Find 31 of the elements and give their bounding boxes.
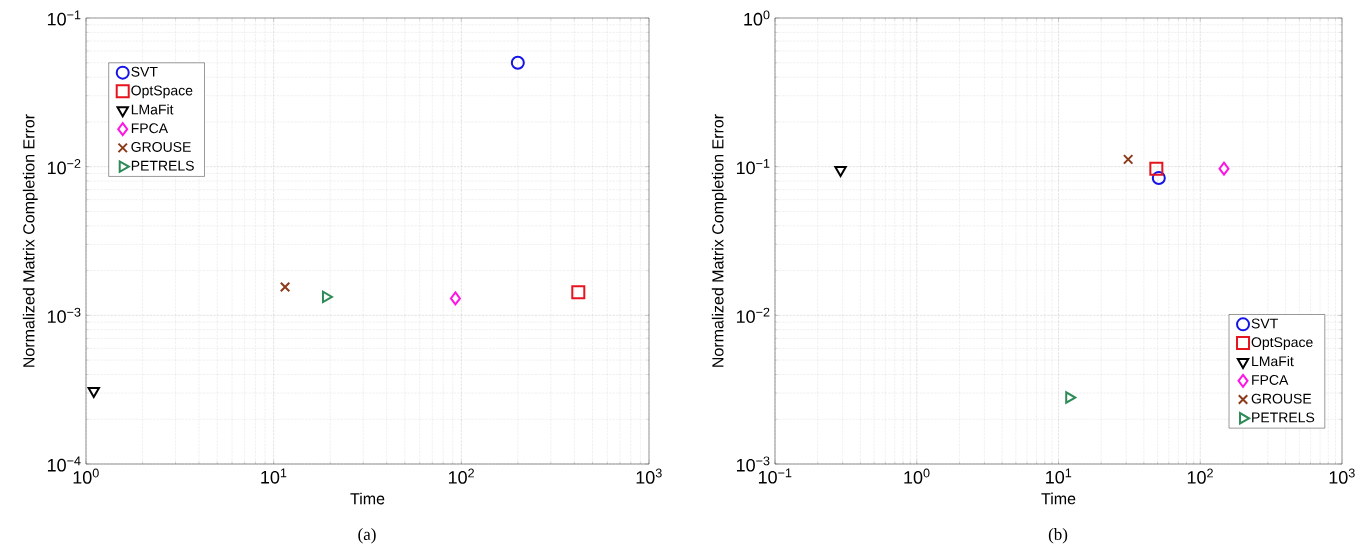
y-tick-label: 10$^{−3}$ [47, 307, 81, 323]
text: (b) [1048, 528, 1068, 544]
y-axis-title: Normalized Matrix Completion Error [22, 114, 38, 367]
x-axis-title: Time [350, 492, 385, 505]
x-tick-label: 10$^{2}$ [1187, 468, 1213, 484]
x-axis-title: Time [1041, 492, 1076, 505]
legend-label: SVT [1251, 318, 1278, 329]
x-tick-label: 10$^{0}$ [904, 468, 930, 484]
legend-label: LMaFit [1252, 355, 1294, 367]
text: (a) [358, 528, 376, 544]
legend-label: LMaFit [131, 104, 174, 115]
x-tick-label: 10$^{3}$ [636, 468, 662, 484]
legend-label: OptSpace [1251, 337, 1313, 350]
x-tick-label: 10$^{1}$ [1046, 468, 1072, 484]
legend-label: GROUSE [131, 142, 191, 152]
y-tick-label: 10$^{0}$ [744, 10, 770, 26]
legend-label: PETRELS [131, 160, 194, 171]
legend-label: OptSpace [131, 85, 193, 99]
y-tick-label: 10$^{−2}$ [736, 307, 770, 323]
legend-label: GROUSE [1251, 393, 1312, 404]
legend-label: PETRELS [1252, 412, 1315, 423]
y-tick-label: 10$^{−1}$ [47, 10, 81, 26]
y-tick-label: 10$^{−2}$ [47, 159, 81, 175]
legend-label: FPCA [1252, 374, 1289, 385]
legend-label: FPCA [131, 123, 169, 134]
y-axis-title: Normalized Matrix Completion Error [711, 114, 727, 367]
legend-label: SVT [131, 66, 158, 77]
x-tick-label: 10$^{3}$ [1329, 468, 1355, 484]
y-tick-label: 10$^{−1}$ [736, 159, 770, 175]
x-tick-label: 10$^{1}$ [261, 468, 287, 484]
x-tick-label: 10$^{2}$ [448, 468, 474, 484]
